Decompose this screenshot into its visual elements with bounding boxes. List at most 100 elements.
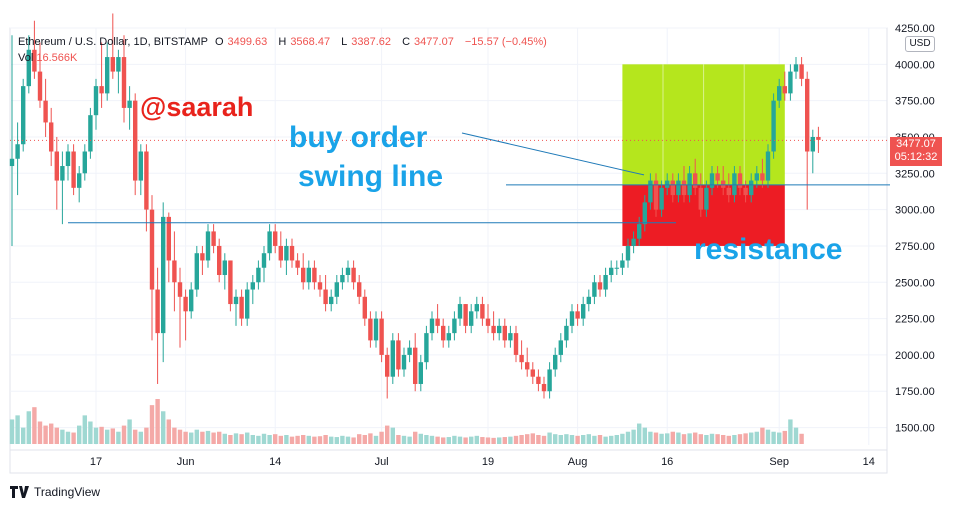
current-price-tag: 3477.07 05:12:32	[890, 137, 942, 166]
volume-bar	[491, 437, 496, 444]
candle-body	[217, 245, 222, 276]
volume-bar	[149, 405, 155, 444]
candle-body	[676, 180, 681, 196]
volume-bar	[172, 427, 177, 444]
candle-body	[256, 267, 261, 283]
candle-body	[200, 253, 205, 261]
volume-bar	[250, 435, 255, 444]
volume-bar	[379, 431, 384, 444]
y-tick-label: 2250.00	[895, 314, 935, 326]
volume-bar	[749, 432, 754, 444]
tradingview-logo[interactable]: TradingView	[10, 485, 100, 499]
volume-bar	[312, 436, 317, 444]
candle-body	[301, 267, 306, 283]
volume-bar	[530, 433, 535, 444]
candle-body	[60, 166, 65, 181]
candle-body	[54, 151, 59, 181]
volume-bar	[345, 436, 351, 444]
volume-bar	[457, 436, 463, 444]
candle-body	[508, 333, 513, 341]
candle-body	[648, 180, 653, 203]
candle-body	[681, 180, 687, 196]
volume-bar	[144, 427, 149, 444]
candle-body	[810, 136, 815, 152]
volume-bar	[93, 427, 99, 444]
volume-bar	[396, 435, 401, 444]
volume-bar	[737, 434, 743, 444]
candle-body	[530, 369, 535, 377]
candle-body	[474, 304, 479, 312]
candle-body	[250, 282, 255, 290]
candle-body	[373, 318, 379, 341]
candle-body	[21, 86, 26, 145]
candle-body	[642, 202, 647, 225]
candle-body	[732, 173, 737, 196]
candle-body	[693, 173, 698, 188]
candle-body	[581, 304, 586, 319]
volume-bar	[418, 433, 423, 444]
volume-bar	[429, 435, 435, 444]
candle-body	[670, 180, 675, 196]
candle-body	[345, 267, 351, 276]
volume-bar	[217, 431, 222, 444]
candle-body	[452, 318, 457, 334]
candle-body	[424, 333, 429, 363]
candle-body	[760, 173, 765, 181]
volume-bar	[71, 432, 76, 444]
candle-body	[110, 57, 115, 72]
chart-header: Ethereum / U.S. Dollar, 1D, BITSTAMP O 34…	[18, 36, 547, 48]
volume-bar	[54, 427, 59, 444]
volume-bar	[603, 436, 608, 444]
volume-bar	[581, 435, 586, 444]
volume-bar	[194, 429, 199, 444]
volume-bar	[553, 434, 558, 444]
candle-body	[329, 296, 334, 305]
candle-body	[418, 362, 423, 384]
volume-bar	[469, 436, 474, 444]
volume-bar	[726, 435, 731, 444]
volume-bar	[721, 435, 726, 444]
candle-body	[536, 376, 541, 384]
candle-body	[541, 383, 547, 392]
volume-bar	[127, 419, 132, 444]
volume-bar	[631, 429, 636, 444]
candle-body	[379, 318, 384, 355]
candle-body	[65, 151, 71, 167]
currency-button[interactable]: USD	[905, 36, 935, 52]
x-tick-label: 19	[482, 456, 494, 468]
volume-bar	[709, 433, 715, 444]
close-value: 3477.07	[414, 36, 454, 48]
volume-bar	[659, 433, 664, 444]
candle-body	[177, 282, 183, 297]
candle-body	[597, 282, 603, 290]
candle-body	[183, 296, 188, 312]
volume-bar	[21, 427, 26, 444]
volume-bar	[474, 435, 479, 444]
candle-body	[189, 289, 194, 312]
volume-bar	[43, 425, 48, 444]
candle-body	[782, 86, 787, 94]
candle-body	[799, 64, 804, 79]
volume-bar	[110, 428, 115, 444]
candle-body	[687, 173, 692, 196]
candle-body	[771, 100, 776, 152]
volume-bar	[289, 436, 295, 444]
candle-countdown: 05:12:32	[894, 151, 938, 163]
candle-body	[502, 325, 507, 341]
volume-bar	[502, 437, 507, 444]
candle-body	[390, 340, 395, 377]
candle-body	[777, 86, 782, 101]
volume-bar	[609, 435, 614, 444]
candle-body	[469, 311, 474, 326]
volume-bar	[183, 431, 188, 444]
volume-bar	[222, 433, 227, 444]
volume-bar	[9, 419, 15, 444]
candle-body	[665, 180, 670, 188]
y-tick-label: 3000.00	[895, 205, 935, 217]
volume-bar	[592, 435, 597, 444]
volume-bar	[390, 427, 395, 444]
volume-bar	[200, 431, 205, 444]
candle-body	[37, 71, 43, 101]
candle-body	[547, 369, 552, 392]
